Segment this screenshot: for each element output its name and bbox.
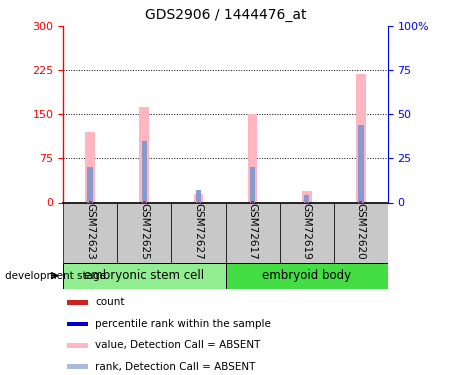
Text: embryoid body: embryoid body bbox=[262, 269, 351, 282]
Text: GSM72625: GSM72625 bbox=[139, 203, 149, 259]
Bar bbox=[67, 364, 88, 369]
Text: value, Detection Call = ABSENT: value, Detection Call = ABSENT bbox=[95, 340, 261, 350]
Bar bbox=[226, 262, 388, 289]
Bar bbox=[88, 201, 92, 202]
Bar bbox=[334, 202, 388, 262]
Text: GSM72619: GSM72619 bbox=[302, 203, 312, 259]
Text: GSM72627: GSM72627 bbox=[193, 203, 203, 259]
Text: embryonic stem cell: embryonic stem cell bbox=[84, 269, 204, 282]
Bar bbox=[251, 201, 254, 202]
Bar bbox=[302, 191, 312, 202]
Bar bbox=[248, 114, 258, 202]
Bar bbox=[85, 132, 95, 202]
Bar bbox=[359, 201, 363, 202]
Bar bbox=[67, 343, 88, 348]
Text: count: count bbox=[95, 297, 125, 307]
Bar bbox=[358, 125, 364, 202]
Text: GSM72623: GSM72623 bbox=[85, 203, 95, 259]
Text: GSM72617: GSM72617 bbox=[248, 203, 258, 259]
Bar bbox=[143, 201, 146, 202]
Bar bbox=[87, 167, 93, 202]
Bar bbox=[142, 141, 147, 202]
Bar bbox=[67, 300, 88, 304]
Bar bbox=[67, 322, 88, 326]
Text: percentile rank within the sample: percentile rank within the sample bbox=[95, 319, 271, 329]
Bar bbox=[139, 107, 149, 202]
Bar bbox=[117, 202, 171, 262]
Bar bbox=[196, 190, 201, 202]
Bar bbox=[63, 262, 226, 289]
Bar bbox=[250, 167, 255, 202]
Bar bbox=[193, 194, 203, 202]
Bar bbox=[356, 74, 366, 202]
Text: rank, Detection Call = ABSENT: rank, Detection Call = ABSENT bbox=[95, 362, 256, 372]
Bar bbox=[226, 202, 280, 262]
Bar bbox=[304, 195, 309, 202]
Text: development stage: development stage bbox=[5, 271, 106, 280]
Bar bbox=[280, 202, 334, 262]
Text: GSM72620: GSM72620 bbox=[356, 203, 366, 259]
Bar bbox=[171, 202, 226, 262]
Bar bbox=[63, 202, 117, 262]
Title: GDS2906 / 1444476_at: GDS2906 / 1444476_at bbox=[145, 9, 306, 22]
